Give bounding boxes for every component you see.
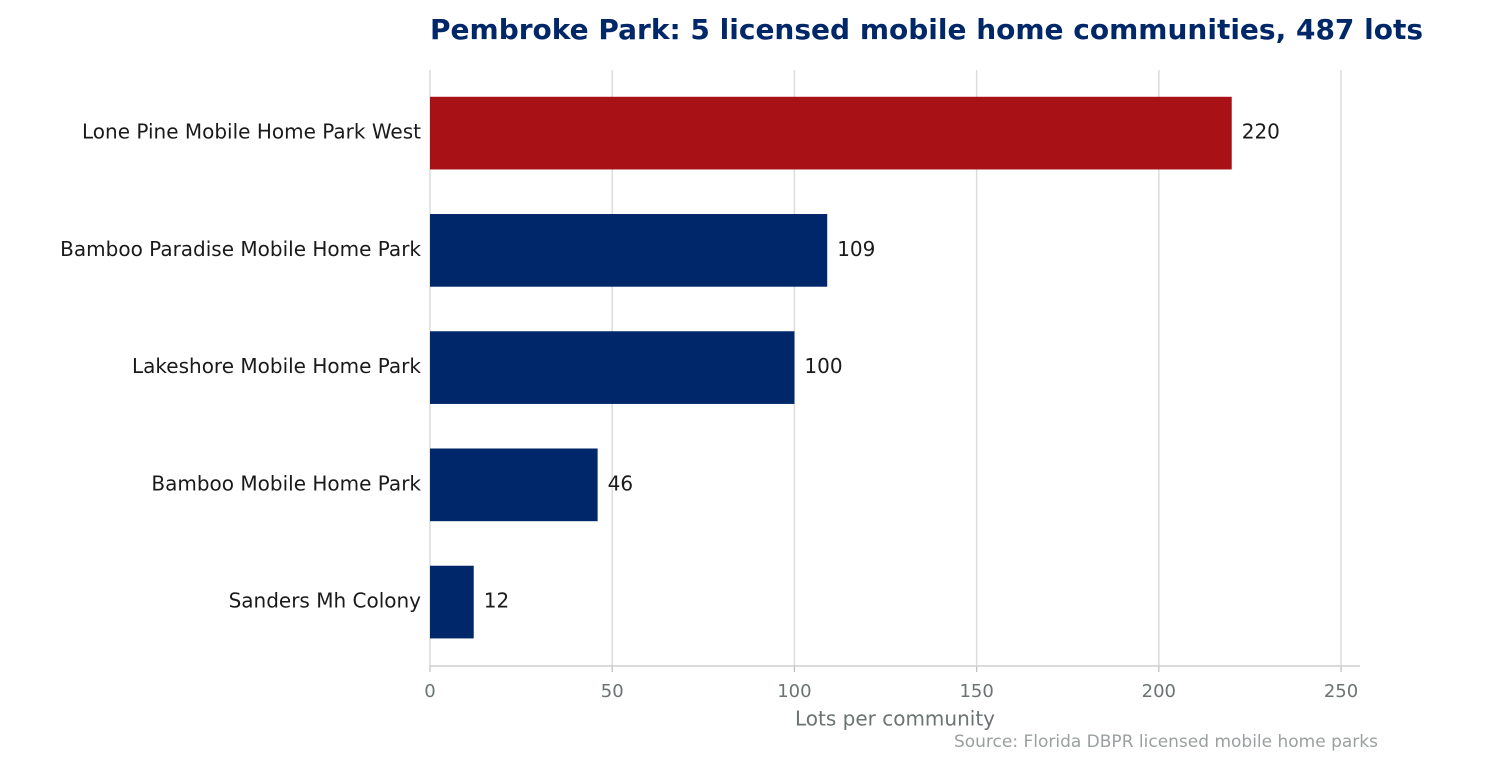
- y-tick-label: Bamboo Paradise Mobile Home Park: [60, 237, 421, 261]
- bar: [430, 565, 474, 639]
- bar: [430, 214, 828, 287]
- y-tick-label: Sanders Mh Colony: [229, 589, 422, 613]
- chart-title: Pembroke Park: 5 licensed mobile home co…: [430, 13, 1423, 46]
- value-label: 12: [484, 589, 509, 613]
- bar: [430, 331, 795, 404]
- y-tick-label: Bamboo Mobile Home Park: [151, 471, 421, 495]
- x-axis-label: Lots per community: [795, 707, 995, 731]
- value-label: 220: [1242, 120, 1280, 144]
- bar: [430, 448, 598, 522]
- y-tick-label: Lakeshore Mobile Home Park: [132, 354, 421, 378]
- x-tick-label: 100: [777, 681, 811, 702]
- value-label: 46: [608, 471, 633, 495]
- x-tick-label: 200: [1142, 681, 1176, 702]
- x-tick-label: 0: [424, 681, 435, 702]
- y-tick-label: Lone Pine Mobile Home Park West: [82, 120, 421, 144]
- x-tick-label: 250: [1324, 681, 1358, 702]
- x-tick-label: 150: [959, 681, 993, 702]
- x-tick-label: 50: [601, 681, 624, 702]
- bar: [430, 96, 1232, 170]
- source-note: Source: Florida DBPR licensed mobile hom…: [954, 732, 1378, 752]
- value-label: 100: [804, 354, 842, 378]
- value-label: 109: [837, 237, 875, 261]
